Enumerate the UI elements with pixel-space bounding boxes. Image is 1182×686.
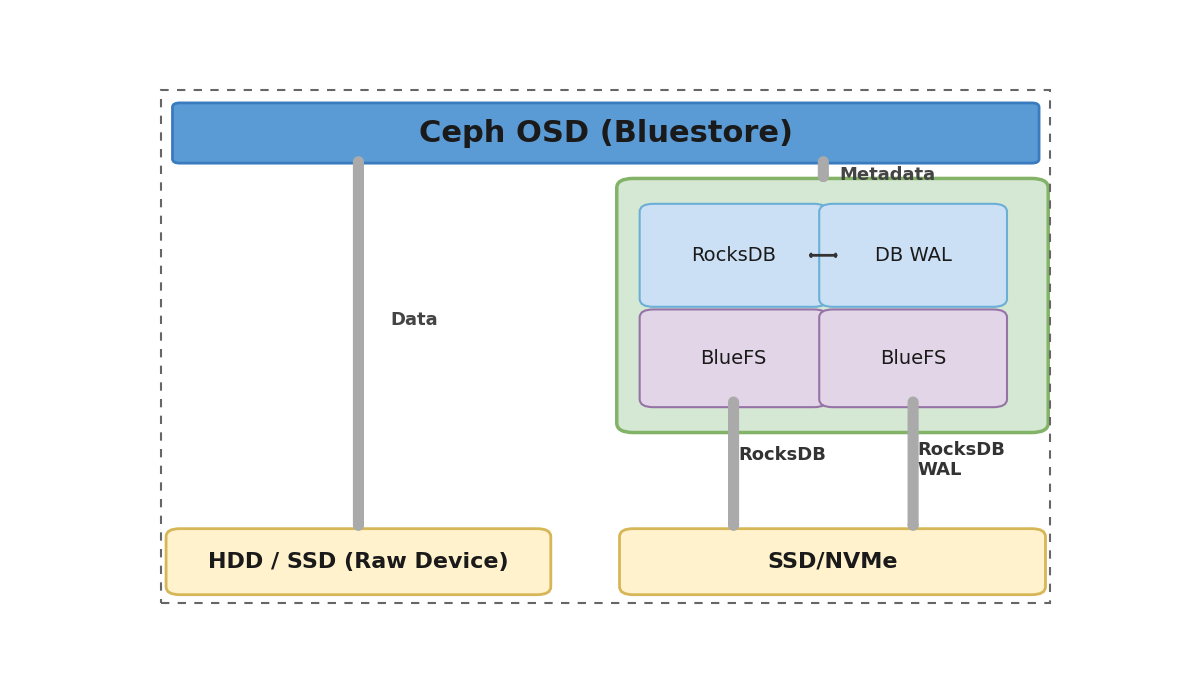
Text: BlueFS: BlueFS (701, 348, 767, 368)
FancyBboxPatch shape (617, 178, 1048, 433)
Text: RocksDB
WAL: RocksDB WAL (917, 440, 1005, 480)
FancyBboxPatch shape (173, 103, 1039, 163)
Text: RocksDB: RocksDB (691, 246, 777, 265)
FancyBboxPatch shape (639, 309, 827, 407)
Text: Metadata: Metadata (839, 166, 935, 184)
FancyBboxPatch shape (619, 529, 1045, 595)
Text: BlueFS: BlueFS (879, 348, 947, 368)
Text: HDD / SSD (Raw Device): HDD / SSD (Raw Device) (208, 552, 508, 571)
FancyBboxPatch shape (819, 204, 1007, 307)
Text: RocksDB: RocksDB (739, 446, 826, 464)
FancyBboxPatch shape (639, 204, 827, 307)
Text: DB WAL: DB WAL (875, 246, 952, 265)
Text: Data: Data (390, 311, 439, 329)
Text: SSD/NVMe: SSD/NVMe (767, 552, 898, 571)
FancyBboxPatch shape (819, 309, 1007, 407)
Text: Ceph OSD (Bluestore): Ceph OSD (Bluestore) (418, 119, 793, 147)
FancyBboxPatch shape (165, 529, 551, 595)
